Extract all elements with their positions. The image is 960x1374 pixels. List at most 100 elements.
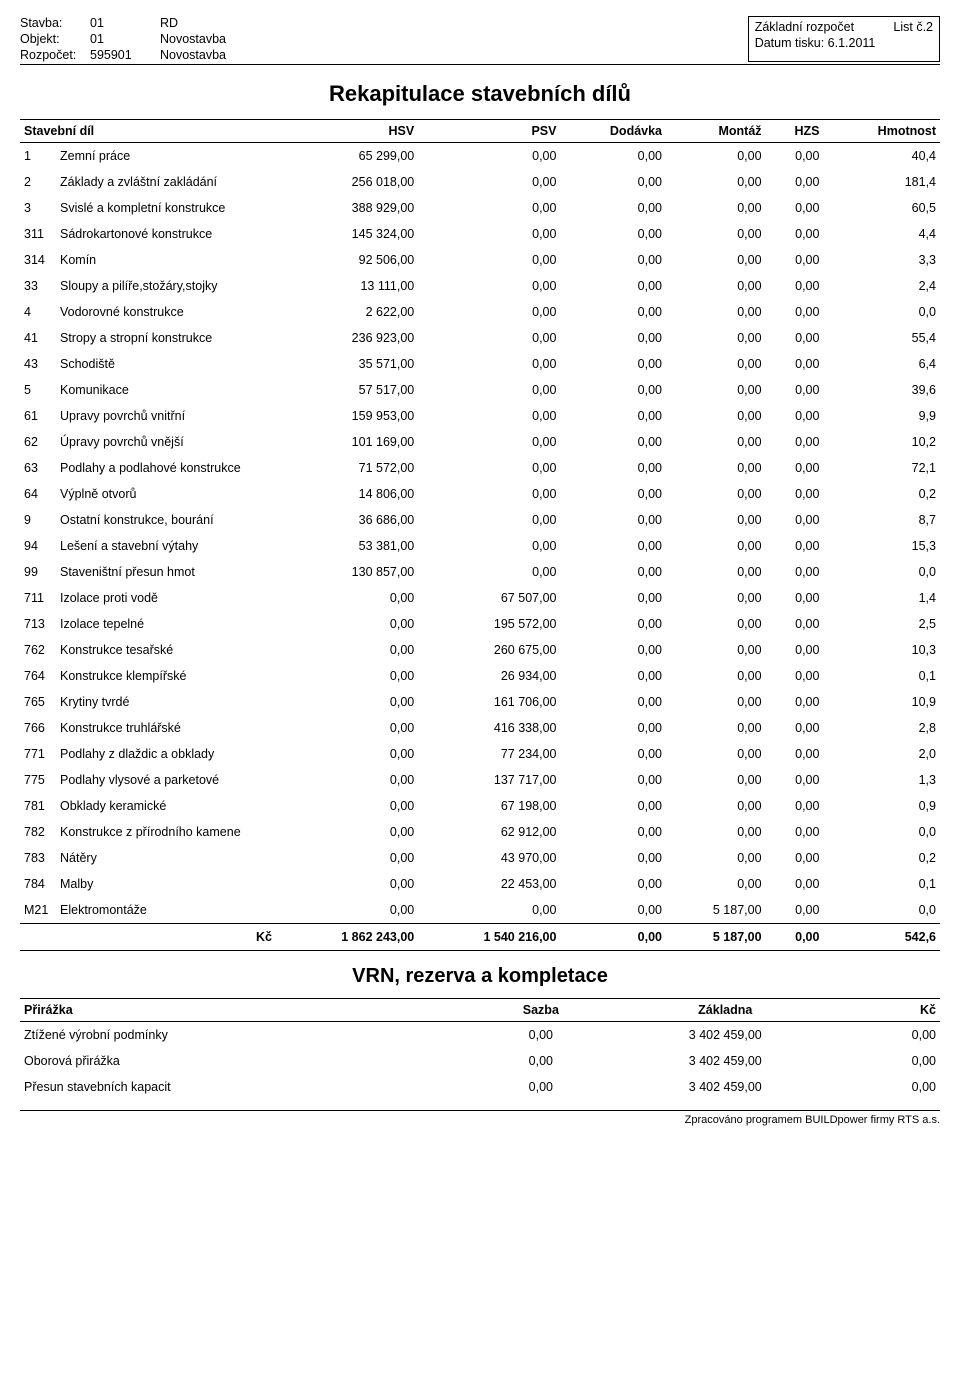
row-hmotnost: 40,4: [823, 143, 940, 170]
stavba-code: 01: [90, 16, 160, 30]
row-montaz: 0,00: [666, 845, 766, 871]
table-row: 5Komunikace57 517,000,000,000,000,0039,6: [20, 377, 940, 403]
row-hzs: 0,00: [766, 377, 824, 403]
row-hmotnost: 9,9: [823, 403, 940, 429]
vrn-col-sazba: Sazba: [476, 999, 606, 1022]
row-montaz: 0,00: [666, 533, 766, 559]
row-hsv: 71 572,00: [276, 455, 418, 481]
row-montaz: 0,00: [666, 767, 766, 793]
row-name: Zemní práce: [56, 143, 276, 170]
row-psv: 161 706,00: [418, 689, 560, 715]
row-montaz: 0,00: [666, 663, 766, 689]
table-row: 2Základy a zvláštní zakládání256 018,000…: [20, 169, 940, 195]
row-hsv: 256 018,00: [276, 169, 418, 195]
row-psv: 0,00: [418, 169, 560, 195]
row-psv: 0,00: [418, 143, 560, 170]
page-header: Stavba: 01 RD Objekt: 01 Novostavba Rozp…: [20, 16, 940, 65]
row-hmotnost: 1,3: [823, 767, 940, 793]
row-code: 62: [20, 429, 56, 455]
row-psv: 67 507,00: [418, 585, 560, 611]
vrn-name: Přesun stavebních kapacit: [20, 1074, 476, 1100]
vrn-kc: 0,00: [845, 1074, 940, 1100]
table-row: 62Úpravy povrchů vnější101 169,000,000,0…: [20, 429, 940, 455]
row-code: 4: [20, 299, 56, 325]
objekt-code: 01: [90, 32, 160, 46]
row-hsv: 159 953,00: [276, 403, 418, 429]
row-hmotnost: 10,9: [823, 689, 940, 715]
header-right-box: Základní rozpočet List č.2 Datum tisku: …: [748, 16, 940, 62]
row-hzs: 0,00: [766, 169, 824, 195]
table-row: 43Schodiště35 571,000,000,000,000,006,4: [20, 351, 940, 377]
table-row: 784Malby0,0022 453,000,000,000,000,1: [20, 871, 940, 897]
row-code: 99: [20, 559, 56, 585]
table-row: 781Obklady keramické0,0067 198,000,000,0…: [20, 793, 940, 819]
row-hmotnost: 2,4: [823, 273, 940, 299]
row-montaz: 0,00: [666, 481, 766, 507]
total-hzs: 0,00: [766, 924, 824, 951]
total-montaz: 5 187,00: [666, 924, 766, 951]
row-hsv: 388 929,00: [276, 195, 418, 221]
table-row: 762Konstrukce tesařské0,00260 675,000,00…: [20, 637, 940, 663]
row-dodavka: 0,00: [560, 559, 666, 585]
table-row: 765Krytiny tvrdé0,00161 706,000,000,000,…: [20, 689, 940, 715]
row-hmotnost: 2,0: [823, 741, 940, 767]
row-hzs: 0,00: [766, 195, 824, 221]
col-hzs: HZS: [766, 120, 824, 143]
row-code: 762: [20, 637, 56, 663]
row-hsv: 101 169,00: [276, 429, 418, 455]
row-code: 311: [20, 221, 56, 247]
row-name: Izolace tepelné: [56, 611, 276, 637]
row-montaz: 0,00: [666, 299, 766, 325]
row-hsv: 0,00: [276, 845, 418, 871]
row-code: 711: [20, 585, 56, 611]
row-hzs: 0,00: [766, 143, 824, 170]
total-hmotnost: 542,6: [823, 924, 940, 951]
vrn-sazba: 0,00: [476, 1022, 606, 1049]
row-psv: 0,00: [418, 481, 560, 507]
row-code: 764: [20, 663, 56, 689]
row-psv: 62 912,00: [418, 819, 560, 845]
row-name: Konstrukce tesařské: [56, 637, 276, 663]
row-hmotnost: 72,1: [823, 455, 940, 481]
row-psv: 0,00: [418, 533, 560, 559]
col-montaz: Montáž: [666, 120, 766, 143]
row-hsv: 0,00: [276, 871, 418, 897]
row-hzs: 0,00: [766, 819, 824, 845]
row-hsv: 13 111,00: [276, 273, 418, 299]
recap-table: Stavební díl HSV PSV Dodávka Montáž HZS …: [20, 119, 940, 951]
row-code: 61: [20, 403, 56, 429]
row-montaz: 0,00: [666, 247, 766, 273]
row-montaz: 0,00: [666, 403, 766, 429]
row-name: Sádrokartonové konstrukce: [56, 221, 276, 247]
row-dodavka: 0,00: [560, 819, 666, 845]
row-hmotnost: 0,0: [823, 897, 940, 924]
row-hmotnost: 0,2: [823, 845, 940, 871]
row-montaz: 0,00: [666, 585, 766, 611]
row-hzs: 0,00: [766, 273, 824, 299]
row-hsv: 0,00: [276, 767, 418, 793]
row-code: 783: [20, 845, 56, 871]
row-code: 775: [20, 767, 56, 793]
row-hsv: 0,00: [276, 637, 418, 663]
row-code: 63: [20, 455, 56, 481]
row-dodavka: 0,00: [560, 663, 666, 689]
row-montaz: 0,00: [666, 611, 766, 637]
row-dodavka: 0,00: [560, 351, 666, 377]
row-hzs: 0,00: [766, 741, 824, 767]
row-montaz: 0,00: [666, 273, 766, 299]
row-hzs: 0,00: [766, 455, 824, 481]
row-montaz: 0,00: [666, 637, 766, 663]
row-hsv: 0,00: [276, 897, 418, 924]
row-montaz: 0,00: [666, 221, 766, 247]
row-psv: 416 338,00: [418, 715, 560, 741]
row-code: 765: [20, 689, 56, 715]
row-code: 781: [20, 793, 56, 819]
rozpocet-label: Rozpočet:: [20, 48, 90, 62]
row-hsv: 65 299,00: [276, 143, 418, 170]
row-code: 33: [20, 273, 56, 299]
row-hsv: 236 923,00: [276, 325, 418, 351]
vrn-row: Oborová přirážka0,003 402 459,000,00: [20, 1048, 940, 1074]
row-hzs: 0,00: [766, 221, 824, 247]
row-montaz: 0,00: [666, 351, 766, 377]
table-row: 64Výplně otvorů14 806,000,000,000,000,00…: [20, 481, 940, 507]
